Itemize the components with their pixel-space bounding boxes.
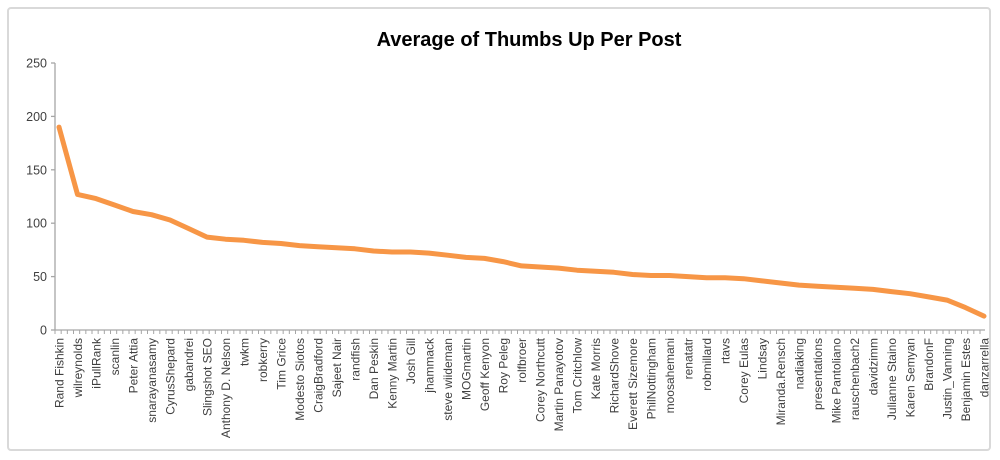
x-axis-label: wilreynolds [71, 338, 85, 398]
x-axis-label: presentations [811, 338, 825, 410]
x-axis-label: CraigBradford [312, 338, 326, 413]
x-axis-label: Kate Morris [589, 338, 603, 399]
x-axis-label: randfish [349, 338, 363, 381]
x-axis-label: MOGmartin [460, 338, 474, 400]
x-axis-label: robkerry [256, 338, 270, 382]
x-axis-label: Karen Semyan [904, 338, 918, 417]
x-axis-label: Miranda.Rensch [774, 338, 788, 425]
y-axis-label: 50 [33, 270, 47, 284]
x-axis-label: Corey Northcutt [534, 337, 548, 422]
x-axis-label: Corey Eulas [737, 338, 751, 403]
x-axis-label: Tom Critchlow [571, 338, 585, 414]
x-axis-label: davidzimm [867, 338, 881, 395]
y-axis-label: 0 [40, 324, 47, 338]
x-axis-label: RichardShove [608, 338, 622, 414]
y-axis-label: 150 [26, 163, 47, 177]
x-axis-label: steve wiideman [441, 338, 455, 421]
x-axis-label: Modesto Siotos [293, 338, 307, 421]
chart-frame: Average of Thumbs Up Per Post [7, 7, 991, 451]
x-axis-label: BrandonF [922, 338, 936, 391]
x-axis-label: jhammack [423, 337, 437, 394]
x-axis-label: snarayanasamy [145, 338, 159, 423]
x-axis-label: Julianne Staino [885, 338, 899, 420]
x-axis-label: robmillard [700, 338, 714, 391]
x-axis-label: renatatr [682, 338, 696, 379]
x-axis-label: Justin_Vanning [941, 338, 955, 419]
x-axis-label: danzarrella [978, 338, 992, 398]
x-axis-label: Roy Peleg [497, 338, 511, 393]
x-axis-label: Benjamin Estes [959, 338, 973, 421]
y-axis-label: 250 [26, 57, 47, 71]
x-axis-label: Kenny Martin [386, 338, 400, 409]
x-axis-label: Anthony D. Nelson [219, 338, 233, 438]
x-axis-label: scanlin [108, 338, 122, 375]
x-axis-label: Lindsay [756, 338, 770, 379]
x-axis-label: moosahemani [663, 338, 677, 413]
x-axis-label: Tim Grice [275, 338, 289, 390]
x-axis-label: Slingshot SEO [201, 338, 215, 416]
x-axis-label: twkm [238, 338, 252, 366]
x-axis-label: Sajeet Nair [330, 338, 344, 397]
x-axis-label: gabandrei [182, 338, 196, 391]
x-axis-label: Mike Pantoliano [830, 338, 844, 424]
x-axis-label: Everett Sizemore [626, 338, 640, 430]
x-axis-label: nadiaking [793, 338, 807, 389]
x-axis-label: Peter Attia [127, 338, 141, 394]
x-axis-label: rauschenbach2 [848, 338, 862, 420]
x-axis-label: Martin Panayotov [552, 338, 566, 431]
x-axis-label: Geoff Kenyon [478, 338, 492, 411]
x-axis-label: rtavs [719, 338, 733, 364]
y-axis-label: 200 [26, 110, 47, 124]
x-axis-label: PhilNottingham [645, 338, 659, 419]
x-axis-label: Josh Gill [404, 338, 418, 384]
chart-title: Average of Thumbs Up Per Post [376, 29, 682, 51]
x-axis-label: rolfbroer [515, 338, 529, 383]
x-axis-label: CyrusShepard [164, 338, 178, 415]
x-axis-label: Dan Peskin [367, 338, 381, 399]
x-axis-label: iPullRank [90, 337, 104, 389]
series-line [56, 124, 987, 319]
y-axis-label: 100 [26, 217, 47, 231]
x-axis-label: Rand Fishkin [53, 338, 67, 408]
